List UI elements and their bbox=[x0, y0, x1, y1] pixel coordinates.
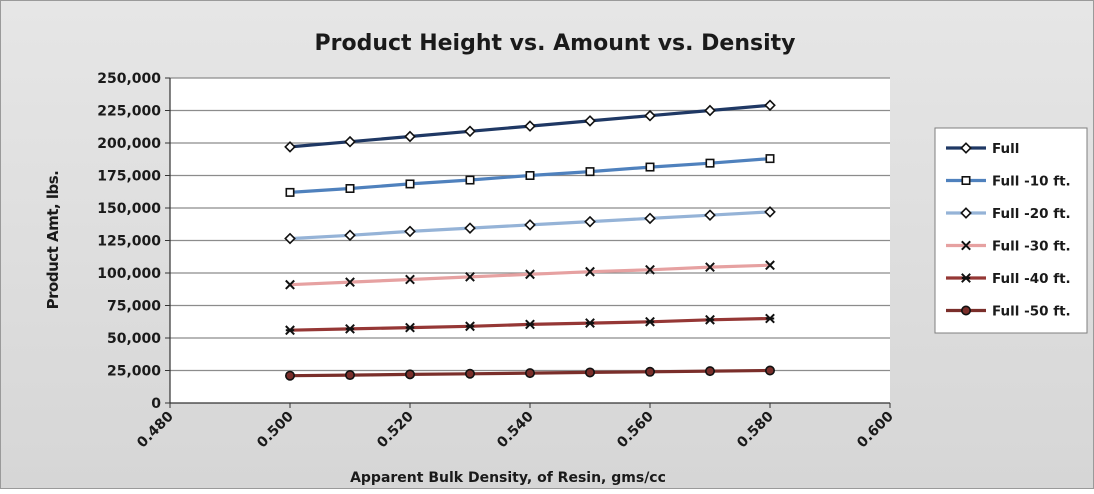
data-point bbox=[764, 365, 775, 376]
data-point bbox=[285, 187, 295, 197]
series-5 bbox=[285, 313, 775, 336]
data-point bbox=[405, 179, 415, 189]
legend-label: Full -40 ft. bbox=[992, 271, 1071, 287]
data-point bbox=[524, 120, 536, 132]
series-4 bbox=[285, 260, 775, 290]
data-point bbox=[961, 240, 971, 251]
data-point bbox=[464, 368, 475, 379]
data-point bbox=[765, 154, 775, 164]
data-point bbox=[764, 99, 776, 112]
data-point bbox=[585, 266, 595, 277]
legend-item: Full -40 ft. bbox=[946, 271, 1071, 287]
series-6 bbox=[284, 365, 775, 381]
data-point bbox=[465, 271, 475, 282]
data-point bbox=[585, 167, 595, 177]
y-tick-label: 200,000 bbox=[97, 136, 161, 152]
data-point bbox=[284, 141, 296, 153]
y-tick-label: 75,000 bbox=[107, 299, 161, 315]
legend-item: Full -20 ft. bbox=[946, 206, 1071, 222]
data-point bbox=[344, 370, 355, 381]
data-point bbox=[465, 321, 475, 332]
y-tick-label: 50,000 bbox=[107, 331, 161, 347]
data-point bbox=[644, 366, 655, 377]
series-layer bbox=[284, 99, 776, 381]
legend-label: Full -20 ft. bbox=[992, 206, 1071, 222]
chart-title: Product Height vs. Amount vs. Density bbox=[315, 31, 796, 56]
data-point bbox=[645, 264, 655, 275]
data-point bbox=[764, 206, 776, 218]
data-point bbox=[465, 175, 475, 185]
y-tick-label: 25,000 bbox=[107, 364, 161, 380]
data-point bbox=[584, 115, 596, 127]
y-tick-label: 125,000 bbox=[97, 234, 161, 250]
data-point bbox=[960, 142, 972, 154]
data-point bbox=[584, 367, 595, 378]
y-tick-label: 225,000 bbox=[97, 104, 161, 120]
data-point bbox=[525, 319, 535, 330]
data-point bbox=[404, 130, 416, 143]
data-point bbox=[344, 135, 356, 148]
data-point bbox=[960, 207, 972, 219]
data-point bbox=[585, 318, 595, 328]
data-point bbox=[524, 219, 536, 231]
y-axis-label: Product Amt, lbs. bbox=[44, 171, 62, 310]
legend-label: Full -30 ft. bbox=[992, 239, 1071, 255]
data-point bbox=[704, 209, 716, 221]
data-point bbox=[345, 323, 355, 334]
legend-box bbox=[934, 127, 1088, 334]
legend-item: Full -10 ft. bbox=[946, 174, 1071, 190]
data-point bbox=[644, 212, 656, 225]
data-point bbox=[464, 125, 476, 138]
data-point bbox=[644, 109, 656, 122]
series-2 bbox=[285, 154, 775, 197]
legend-item: Full bbox=[946, 141, 1019, 157]
data-point bbox=[960, 305, 971, 316]
legend-label: Full -10 ft. bbox=[992, 174, 1071, 190]
data-point bbox=[345, 184, 355, 194]
legend: Full Full -10 ft. Full -20 ft. Full -30 ft.… bbox=[934, 127, 1088, 334]
legend-label: Full bbox=[992, 141, 1019, 157]
data-point bbox=[961, 176, 971, 186]
y-tick-label: 250,000 bbox=[97, 71, 161, 87]
data-point bbox=[284, 370, 295, 381]
data-point bbox=[525, 269, 535, 280]
data-point bbox=[645, 162, 655, 172]
series-1 bbox=[284, 99, 776, 153]
data-point bbox=[284, 232, 296, 245]
y-tick-label: 0 bbox=[151, 396, 161, 412]
legend-item: Full -30 ft. bbox=[946, 239, 1071, 255]
series-3 bbox=[284, 206, 776, 245]
data-point bbox=[704, 104, 716, 117]
data-point bbox=[704, 366, 715, 377]
data-point bbox=[705, 314, 715, 325]
y-tick-label: 150,000 bbox=[97, 201, 161, 217]
x-axis-label: Apparent Bulk Density, of Resin, gms/cc bbox=[350, 470, 666, 486]
legend-item: Full -50 ft. bbox=[946, 304, 1071, 320]
data-point bbox=[285, 279, 295, 290]
y-axis-ticks: 0 25,000 50,000 75,000 100,000 125,000 150,000… bbox=[97, 71, 170, 412]
data-point bbox=[404, 369, 415, 380]
data-point bbox=[584, 215, 596, 228]
data-point bbox=[645, 316, 655, 327]
y-tick-label: 100,000 bbox=[97, 266, 161, 282]
legend-label: Full -50 ft. bbox=[992, 304, 1071, 320]
data-point bbox=[705, 262, 715, 273]
data-point bbox=[405, 322, 415, 333]
data-point bbox=[404, 225, 416, 238]
data-point bbox=[344, 229, 356, 242]
data-point bbox=[345, 277, 355, 288]
data-point bbox=[705, 158, 715, 168]
data-point bbox=[405, 274, 415, 285]
data-point bbox=[765, 313, 775, 324]
data-point bbox=[464, 222, 476, 234]
data-point bbox=[765, 260, 775, 271]
y-tick-label: 175,000 bbox=[97, 169, 161, 185]
data-point bbox=[524, 368, 535, 379]
data-point bbox=[525, 171, 535, 181]
data-point bbox=[961, 273, 971, 283]
data-point bbox=[285, 325, 295, 336]
